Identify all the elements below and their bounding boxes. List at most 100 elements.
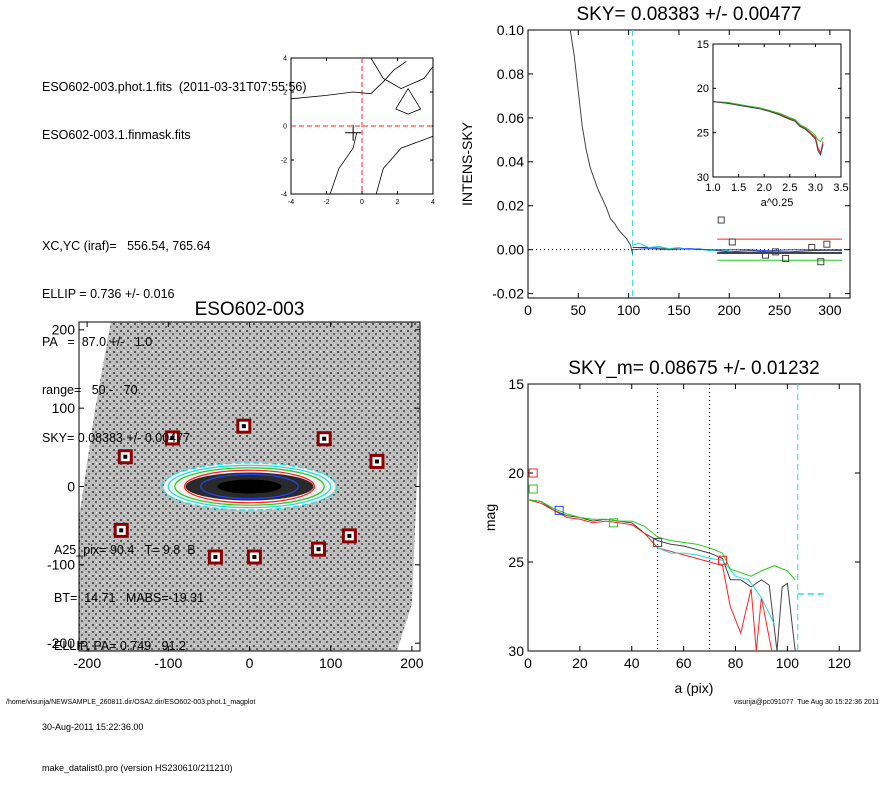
- x-tick-label: -2: [323, 199, 329, 206]
- sky-series-gray: [569, 30, 634, 255]
- info-block: ESO602-003.phot.1.fits (2011-03-31T07:55…: [42, 22, 307, 787]
- x-tick-label: 100: [319, 655, 343, 671]
- info-params: XC,YC (iraf)= 556.54, 765.64 ELLIP = 0.7…: [42, 206, 307, 478]
- x-tick-label: 60: [676, 655, 692, 671]
- mag-marker: [718, 555, 728, 565]
- y-tick-label: -100: [47, 557, 75, 573]
- y-tick-label: 4: [283, 55, 287, 62]
- sky-frame: [527, 29, 851, 299]
- sky-marker: [761, 251, 769, 259]
- sky-marker: [772, 248, 780, 256]
- y-tick-label: 0.00: [497, 242, 524, 258]
- x-tick-label: 2.0: [757, 182, 772, 194]
- inset-xlabel: a^0.25: [761, 197, 794, 209]
- x-tick-label: 50: [571, 302, 587, 318]
- y-tick-label: 30: [508, 643, 524, 659]
- y-tick-label: -2: [281, 157, 287, 164]
- x-tick-label: 100: [776, 655, 800, 671]
- isophote-blue: [200, 473, 299, 500]
- mag-marker: [554, 505, 564, 515]
- x-tick-label: 150: [667, 302, 691, 318]
- info-line: SKY= 0.08383 +/- 0.00477: [42, 431, 191, 445]
- x-tick-label: -200: [73, 655, 101, 671]
- y-tick-label: 0.10: [497, 22, 524, 38]
- info-date: 30-Aug-2011 15:22:36.00: [42, 722, 144, 732]
- inset-frame: [712, 43, 842, 178]
- mag-marker: [528, 468, 538, 478]
- footer-path: /home/visurija/NEWSAMPLE_260811.dir/OSA2…: [6, 699, 256, 706]
- info-line: range= 50.- 70.: [42, 383, 142, 397]
- x-tick-label: -100: [154, 655, 182, 671]
- mag-title: SKY_m= 0.08675 +/- 0.01232: [568, 358, 819, 379]
- sky-marker: [823, 240, 831, 248]
- mag-series-green: [528, 499, 796, 581]
- galaxy-core: [217, 479, 282, 494]
- isophote-cyan: [161, 462, 338, 511]
- sky-series-blue: [632, 248, 842, 252]
- y-tick-label: 2: [283, 89, 287, 96]
- y-tick-label: 20: [697, 83, 709, 95]
- mag-series-gray: [528, 499, 796, 651]
- y-tick-label: 15: [508, 376, 524, 392]
- star-core: [123, 454, 128, 459]
- x-tick-label: 1.0: [705, 182, 720, 194]
- y-tick-label: 0: [67, 478, 75, 494]
- x-tick-label: 40: [624, 655, 640, 671]
- x-tick-label: 20: [572, 655, 588, 671]
- x-tick-label: 300: [818, 302, 842, 318]
- x-tick-label: 80: [728, 655, 744, 671]
- isophote-cyan: [167, 464, 332, 509]
- info-line: ESO602-003.phot.1.fits (2011-03-31T07:55…: [42, 80, 307, 94]
- star-core: [374, 459, 379, 464]
- mag-marker: [653, 537, 663, 547]
- y-tick-label: 0.06: [497, 110, 524, 126]
- x-tick-label: 250: [768, 302, 792, 318]
- sky-series-cyan: [632, 242, 730, 252]
- x-tick-label: -4: [288, 199, 294, 206]
- x-tick-label: 4: [431, 199, 435, 206]
- sky-title: SKY= 0.08383 +/- 0.00477: [576, 4, 801, 25]
- star-core: [213, 555, 218, 559]
- y-tick-label: 30: [697, 172, 709, 184]
- contour-line: [395, 87, 422, 115]
- contour-line: [329, 132, 358, 195]
- x-tick-label: 2: [396, 199, 400, 206]
- x-tick-label: 0: [524, 655, 532, 671]
- isophote-green: [174, 467, 325, 506]
- star-core: [322, 436, 327, 441]
- y-tick-label: 0.08: [497, 66, 524, 82]
- info-line: A25_pix= 90.4 T= 9.8 B: [54, 543, 196, 557]
- y-tick-label: 100: [52, 400, 76, 416]
- star-core: [119, 528, 124, 533]
- x-tick-label: 1.5: [731, 182, 746, 194]
- star-core: [241, 424, 246, 429]
- sky-marker: [782, 254, 790, 262]
- info-line: BT= 14.71 MABS=-19.31: [54, 591, 205, 605]
- sky-ylabel: INTENS-SKY: [459, 121, 475, 206]
- x-tick-label: 120: [828, 655, 852, 671]
- contour-line: [375, 135, 434, 195]
- sky-marker: [728, 238, 736, 246]
- x-tick-label: 0: [360, 199, 364, 206]
- mag-xlabel: a (pix): [675, 680, 714, 696]
- mag-marker: [528, 484, 538, 494]
- y-tick-label: 25: [697, 128, 709, 140]
- contour-line: [290, 61, 407, 100]
- inset-series-gray: [712, 101, 824, 157]
- x-tick-label: 2.5: [782, 182, 797, 194]
- mag-series-red: [528, 499, 773, 651]
- y-tick-label: 200: [52, 322, 76, 338]
- y-tick-label: 25: [508, 554, 524, 570]
- image-title: ESO602-003: [195, 299, 305, 320]
- star-core: [170, 435, 175, 440]
- info-line: ELLIP, PA= 0.749 91.2: [54, 639, 186, 653]
- x-tick-label: 3.5: [833, 182, 848, 194]
- info-results: A25_pix= 90.4 T= 9.8 B BT= 14.71 MABS=-1…: [54, 510, 307, 686]
- info-program: make_datalist0.pro (version HS230610/211…: [42, 763, 233, 773]
- mag-series-cyan: [657, 547, 775, 625]
- footer-user: visurija@pc091077 Tue Aug 30 15:22:36 20…: [733, 699, 879, 706]
- mag-ylabel: mag: [482, 504, 498, 531]
- mag-marker: [609, 518, 619, 528]
- star-core: [252, 555, 257, 559]
